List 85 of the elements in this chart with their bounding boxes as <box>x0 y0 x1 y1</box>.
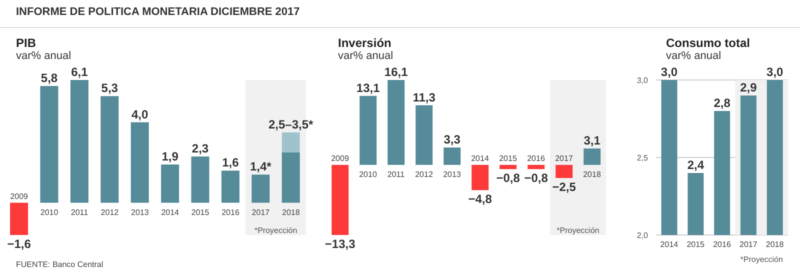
data-label: 4,0 <box>131 107 149 122</box>
bar <box>500 164 517 170</box>
x-tick-label: 2014 <box>161 208 180 217</box>
bar <box>40 86 58 203</box>
data-label: 1,4* <box>250 160 272 174</box>
x-tick-label: 2015 <box>191 208 210 217</box>
chart-title: Consumo total <box>666 36 750 50</box>
bar <box>360 96 377 165</box>
data-label: 2,8 <box>714 96 731 110</box>
y-tick-label: 2,0 <box>636 230 649 240</box>
band-label: *Proyección <box>254 226 298 235</box>
data-label: 1,6 <box>222 156 240 170</box>
band-label: *Proyección <box>556 226 600 235</box>
x-tick-label: 2011 <box>387 170 406 179</box>
data-label: −1,6 <box>7 237 32 251</box>
x-tick-label: 2013 <box>131 208 150 217</box>
x-tick-label: 2013 <box>443 170 462 179</box>
data-label: 3,1 <box>584 134 601 148</box>
bar <box>556 164 573 178</box>
data-label: 3,3 <box>444 132 461 146</box>
bar <box>221 170 240 203</box>
x-tick-label: 2014 <box>471 154 490 163</box>
data-label: 3,0 <box>660 65 678 79</box>
data-label: 5,3 <box>101 81 118 96</box>
chart-title: Inversión <box>338 36 392 50</box>
chart-subtitle: var% anual <box>338 50 394 62</box>
data-label: 2,5–3,5* <box>268 117 314 132</box>
x-tick-label: 2015 <box>686 240 706 249</box>
x-tick-label: 2016 <box>713 240 732 249</box>
bar <box>70 80 88 203</box>
chart-subtitle: var% anual <box>666 50 722 62</box>
bar <box>528 164 545 170</box>
bar <box>584 148 601 165</box>
x-tick-label: 2016 <box>527 154 546 163</box>
x-tick-label: 2017 <box>555 154 574 163</box>
bar <box>100 96 119 203</box>
bar <box>282 152 300 203</box>
y-tick-label: 2,5 <box>636 153 649 162</box>
data-label: 2,3 <box>192 141 209 156</box>
bar <box>252 174 270 203</box>
bar <box>282 132 300 152</box>
bar <box>332 164 349 235</box>
data-label: 3,0 <box>766 65 784 79</box>
data-label: −4,8 <box>468 192 492 206</box>
data-label: 16,1 <box>384 65 408 79</box>
bar <box>472 164 489 190</box>
data-label: 11,3 <box>412 90 436 104</box>
data-label: 13,1 <box>356 80 380 95</box>
x-tick-label: 2018 <box>282 208 300 217</box>
x-tick-label: 2011 <box>70 208 89 217</box>
bar <box>388 80 405 165</box>
source-note: FUENTE: Banco Central <box>16 260 104 269</box>
x-tick-label: 2010 <box>359 170 378 179</box>
x-tick-label: 2016 <box>222 208 240 217</box>
bar <box>444 147 461 165</box>
bar <box>161 164 180 203</box>
x-tick-label: 2017 <box>740 240 758 249</box>
chart-subtitle: var% anual <box>16 50 72 62</box>
x-tick-label: 2010 <box>40 208 59 217</box>
bar <box>10 202 28 235</box>
y-tick-label: 3,0 <box>636 76 649 85</box>
data-label: 6,1 <box>71 65 88 79</box>
x-tick-label: 2009 <box>10 192 29 201</box>
data-label: −0,8 <box>496 171 520 186</box>
data-label: 1,9 <box>162 150 179 164</box>
x-tick-label: 2012 <box>100 208 120 217</box>
data-label: −13,3 <box>324 237 356 251</box>
x-tick-label: 2012 <box>415 170 434 179</box>
text: INFORME DE POLITICA MONETARIA DICIEMBRE 2017 <box>16 6 300 18</box>
data-label: 2,4 <box>687 158 704 172</box>
x-tick-label: 2018 <box>766 240 784 249</box>
x-tick-label: 2009 <box>331 154 350 163</box>
bar <box>191 156 210 203</box>
data-label: −2,5 <box>552 180 576 194</box>
x-tick-label: 2018 <box>583 170 602 179</box>
chart-title: PIB <box>16 36 36 50</box>
band-label: *Proyección <box>740 255 783 264</box>
x-tick-label: 2017 <box>252 208 270 217</box>
bar <box>130 122 149 203</box>
bar <box>416 105 433 165</box>
data-label: 5,8 <box>40 71 58 86</box>
x-tick-label: 2014 <box>660 240 679 249</box>
data-label: −0,8 <box>524 171 548 186</box>
x-tick-label: 2015 <box>499 154 518 163</box>
data-label: 2,9 <box>740 80 758 94</box>
